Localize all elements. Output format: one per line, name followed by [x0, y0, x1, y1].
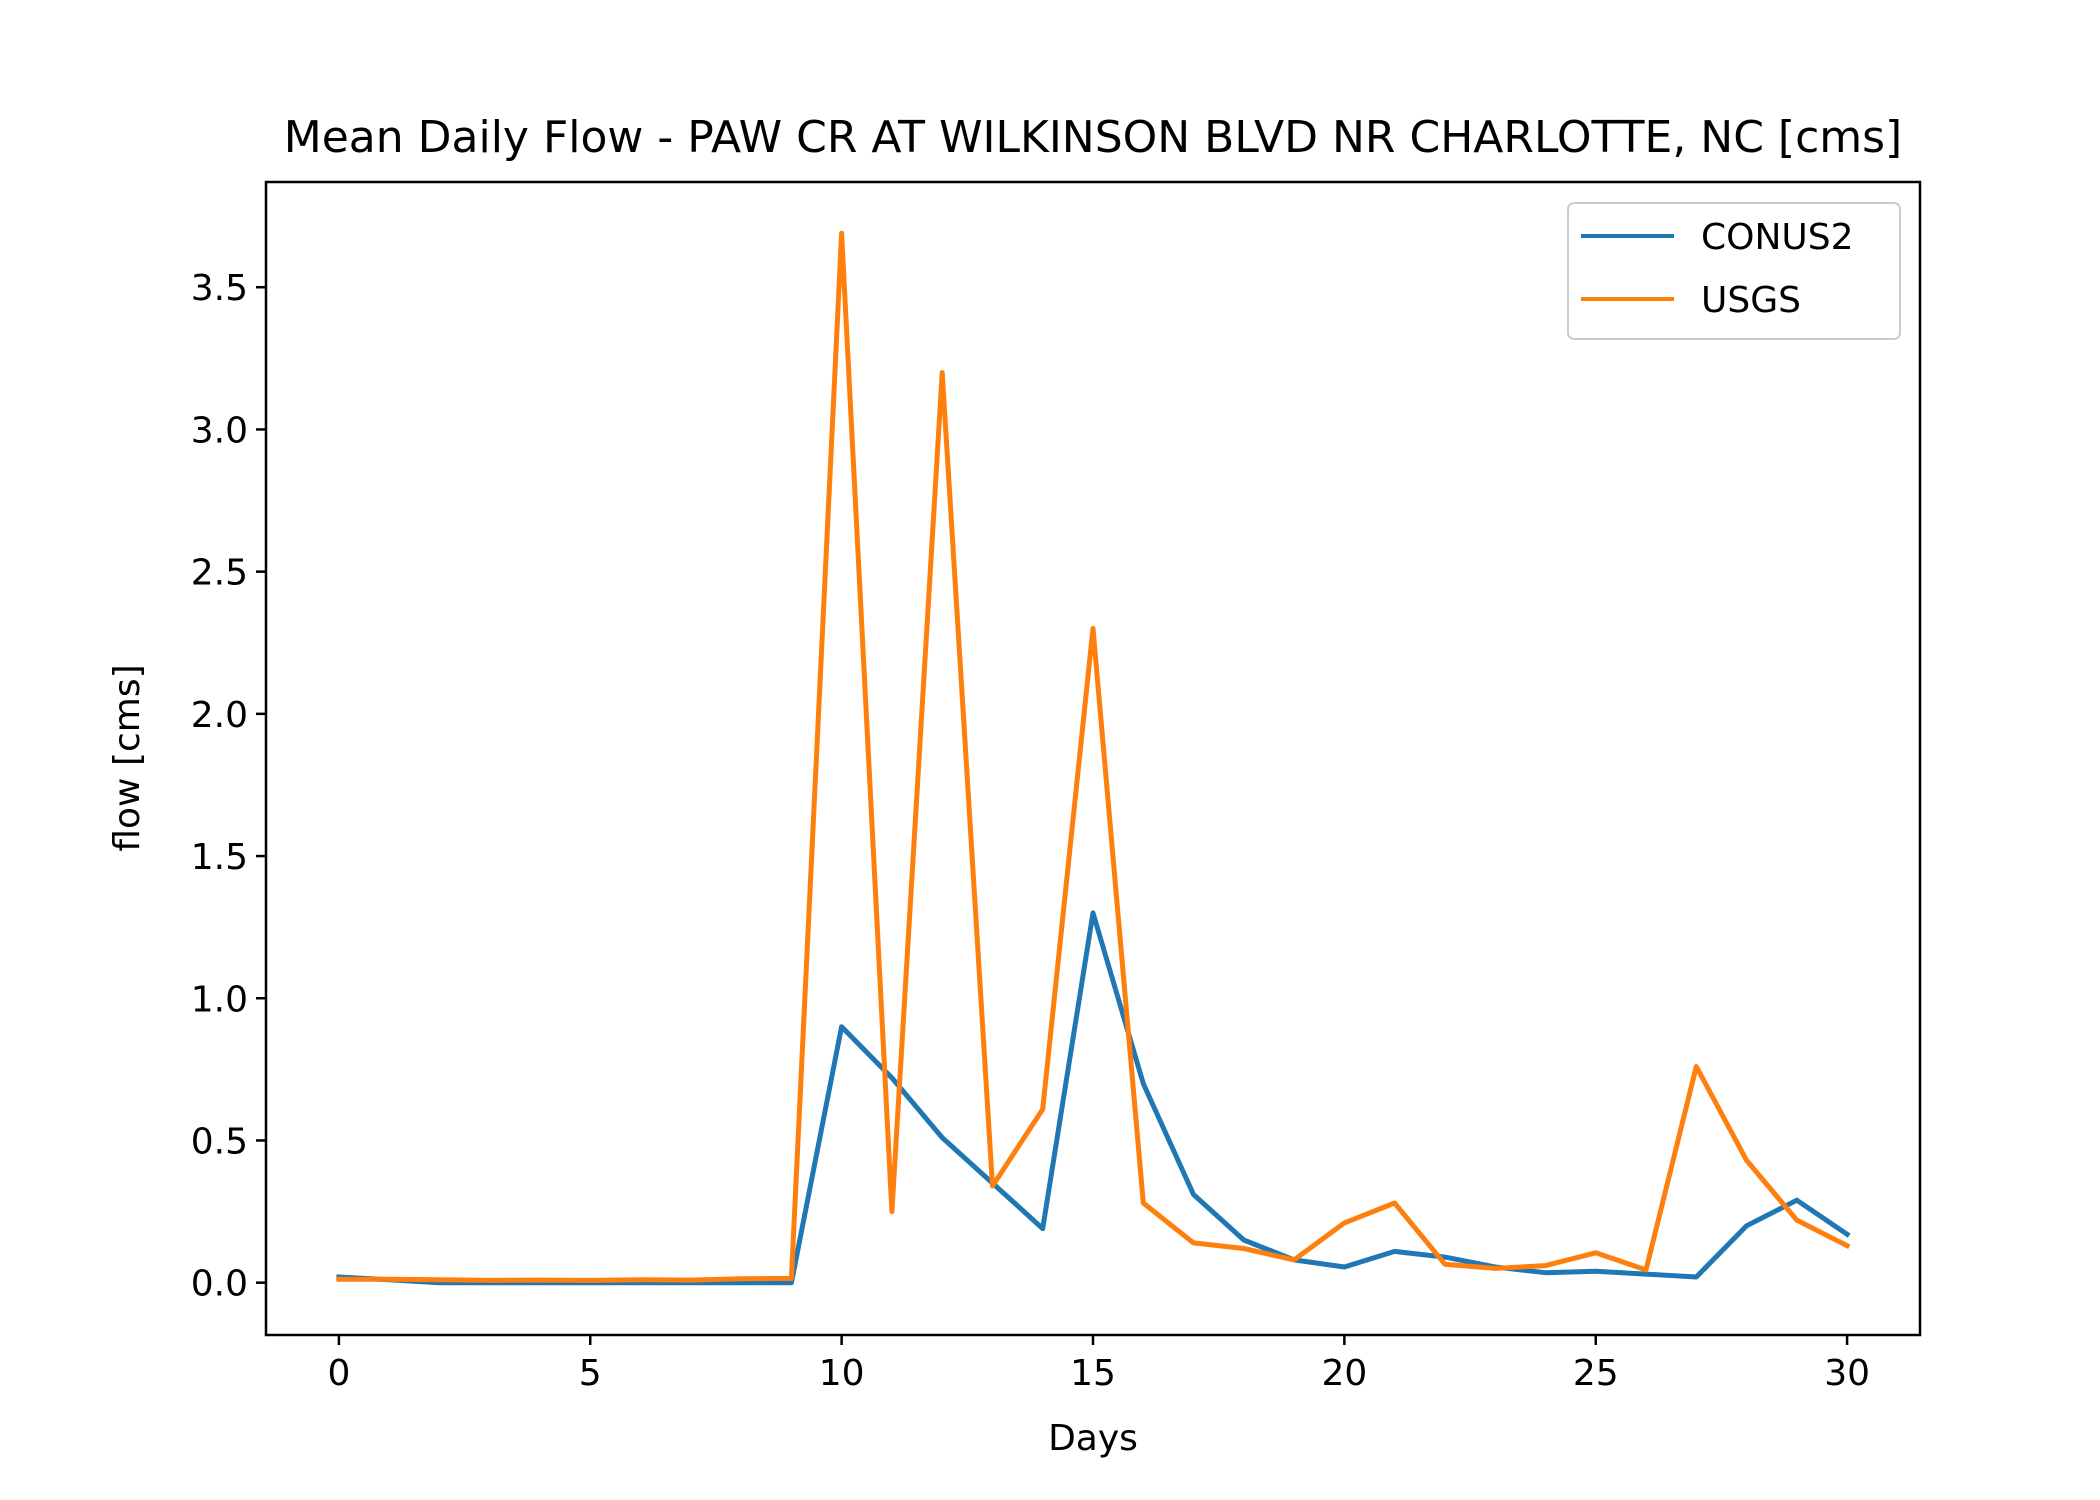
x-tick-label: 20	[1321, 1353, 1367, 1394]
x-tick-label: 10	[819, 1353, 865, 1394]
y-tick-label: 0.5	[191, 1121, 248, 1162]
legend: CONUS2 USGS	[1567, 202, 1901, 340]
chart-title: Mean Daily Flow - PAW CR AT WILKINSON BL…	[284, 112, 1902, 163]
x-tick-label: 5	[579, 1353, 602, 1394]
x-tick-label: 15	[1070, 1353, 1116, 1394]
y-axis: 0.0 0.5 1.0 1.5 2.0 2.5 3.0 3.5	[191, 268, 266, 1305]
x-tick-label: 25	[1573, 1353, 1619, 1394]
x-tick-label: 0	[327, 1353, 350, 1394]
y-tick-label: 2.5	[191, 553, 248, 594]
series-layer	[336, 230, 1851, 1286]
x-axis: 0 5 10 15 20 25 30	[327, 1335, 1870, 1394]
y-axis-label: flow [cms]	[107, 664, 148, 851]
legend-label-usgs: USGS	[1701, 280, 1801, 321]
y-tick-label: 3.5	[191, 268, 248, 309]
y-tick-label: 1.5	[191, 837, 248, 878]
y-tick-label: 3.0	[191, 410, 248, 451]
x-axis-label: Days	[1048, 1418, 1138, 1459]
y-tick-label: 1.0	[191, 979, 248, 1020]
series-line-usgs	[336, 230, 1851, 1283]
y-tick-label: 2.0	[191, 695, 248, 736]
x-tick-label: 30	[1824, 1353, 1870, 1394]
series-line-conus2	[336, 910, 1851, 1286]
legend-label-conus2: CONUS2	[1701, 217, 1854, 258]
y-tick-label: 0.0	[191, 1264, 248, 1305]
